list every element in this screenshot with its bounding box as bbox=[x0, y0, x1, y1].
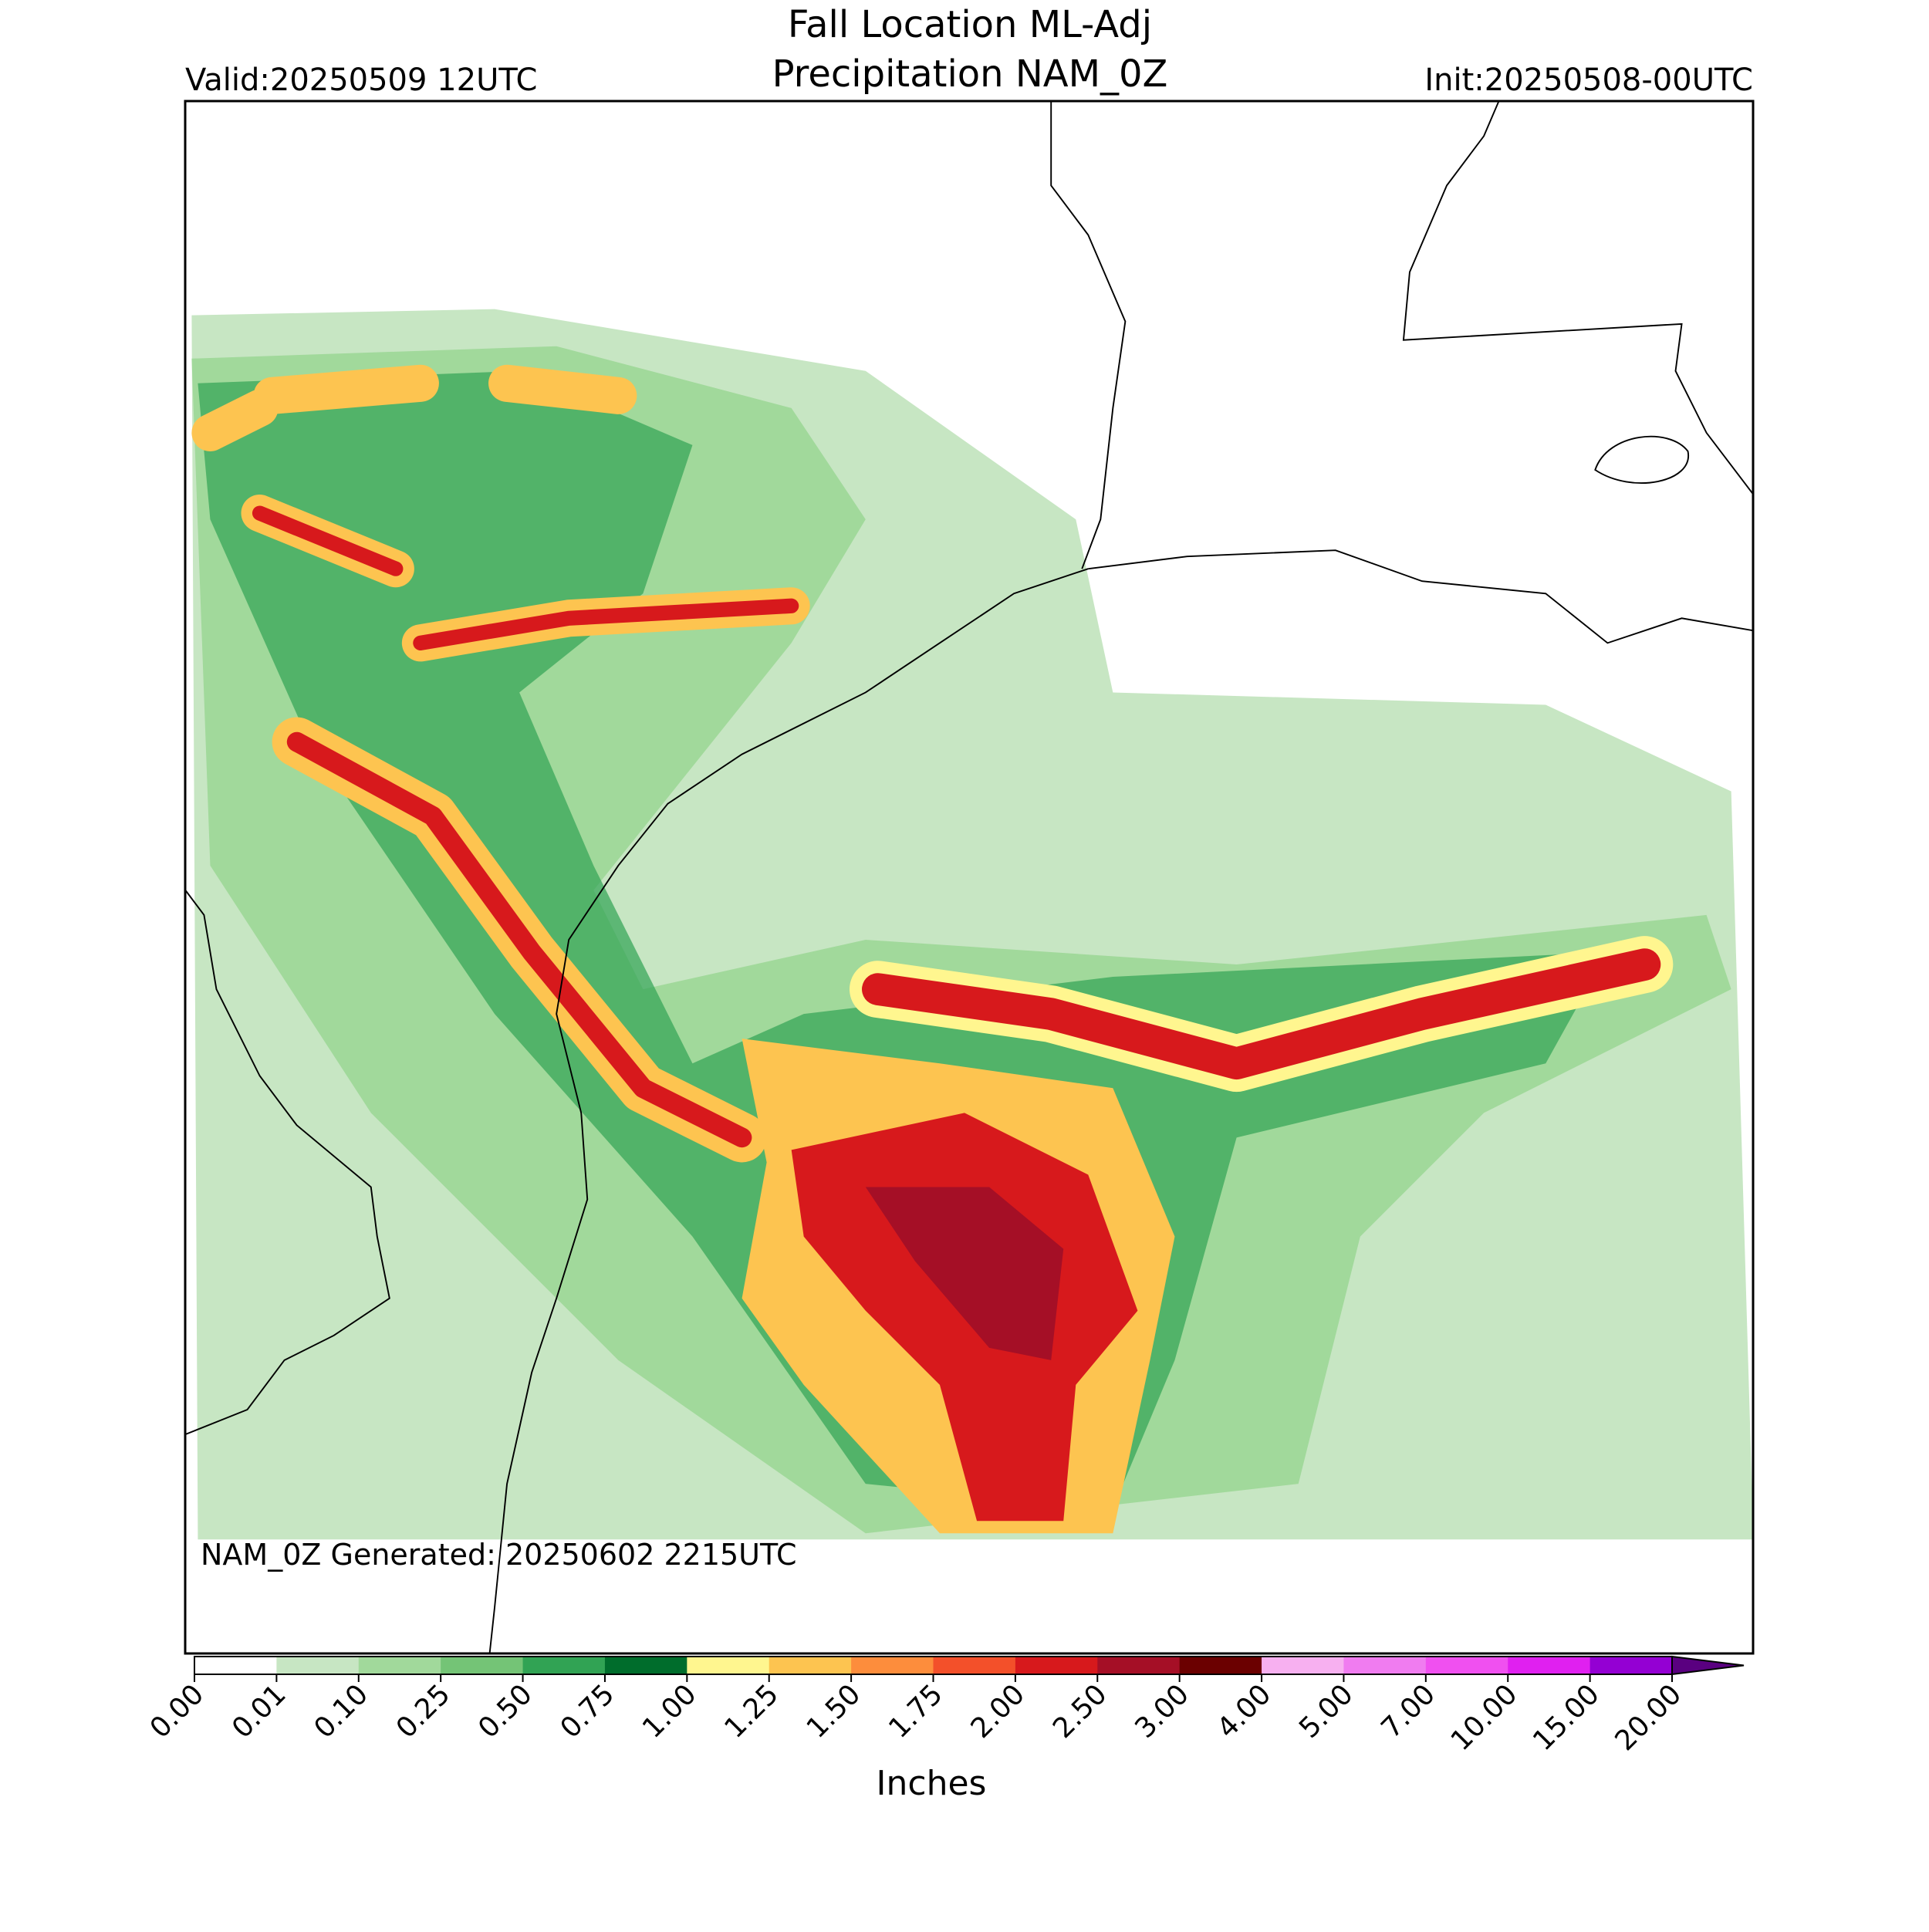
colorbar-tick-label: 20.00 bbox=[1609, 1678, 1687, 1757]
coastline bbox=[488, 568, 1089, 1653]
map bbox=[185, 101, 1754, 1653]
colorbar-tick-label: 1.00 bbox=[637, 1678, 703, 1745]
colorbar-segment bbox=[441, 1657, 524, 1674]
precip-band bbox=[252, 505, 799, 650]
colorbar-segment bbox=[1508, 1657, 1591, 1674]
colorbar-tick-label: 4.00 bbox=[1211, 1678, 1278, 1745]
colorbar-segment bbox=[851, 1657, 934, 1674]
colorbar-tick-label: 0.00 bbox=[144, 1678, 211, 1745]
colorbar-segment bbox=[1343, 1657, 1427, 1674]
colorbar-tick-label: 5.00 bbox=[1293, 1678, 1360, 1745]
colorbar-tick-label: 2.00 bbox=[965, 1678, 1032, 1745]
colorbar: 0.00 0.01 0.10 0.25 0.50 0.75 1.00 1.25 1.50 1.75… bbox=[144, 1655, 1745, 1757]
colorbar-extension bbox=[1671, 1655, 1745, 1676]
colorbar-tick-label: 10.00 bbox=[1445, 1678, 1524, 1757]
lake bbox=[1594, 435, 1689, 484]
colorbar-tick-label: 0.25 bbox=[390, 1678, 457, 1745]
colorbar-segment bbox=[522, 1657, 606, 1674]
colorbar-segment bbox=[1589, 1657, 1673, 1674]
title: Fall Location ML-Adj bbox=[788, 3, 1152, 46]
colorbar-tick-label: 1.25 bbox=[718, 1678, 785, 1745]
coastline bbox=[1088, 549, 1754, 644]
generated-note: NAM_0Z Generated: 20250602 2215UTC bbox=[201, 1538, 797, 1572]
precip-field bbox=[198, 370, 1608, 1509]
colorbar-tick-label: 1.75 bbox=[883, 1678, 949, 1745]
colorbar-segment bbox=[687, 1657, 770, 1674]
colorbar-tick-label: 15.00 bbox=[1527, 1678, 1606, 1757]
colorbar-segment bbox=[933, 1657, 1016, 1674]
colorbar-segment bbox=[358, 1657, 441, 1674]
colorbar-segment bbox=[194, 1657, 277, 1674]
init-time: Init:20250508-00UTC bbox=[1424, 62, 1753, 98]
valid-time: Valid:20250509 12UTC bbox=[185, 62, 537, 98]
colorbar-segment bbox=[1262, 1657, 1344, 1674]
precip-band bbox=[862, 948, 1661, 1080]
colorbar-tick-label: 1.50 bbox=[801, 1678, 867, 1745]
colorbar-tick-label: 0.75 bbox=[555, 1678, 621, 1745]
country-border bbox=[185, 890, 390, 1435]
subtitle: Precipitation NAM_0Z bbox=[772, 52, 1168, 96]
precip-core bbox=[865, 1187, 1064, 1360]
colorbar-tick-label: 0.01 bbox=[226, 1678, 292, 1745]
state-border bbox=[1402, 101, 1754, 495]
colorbar-segment bbox=[1425, 1657, 1508, 1674]
colorbar-label: Inches bbox=[877, 1764, 987, 1803]
state-border bbox=[1050, 101, 1127, 569]
colorbar-segment bbox=[1097, 1657, 1181, 1674]
precip-band bbox=[286, 731, 752, 1148]
colorbar-tick-label: 2.50 bbox=[1047, 1678, 1113, 1745]
colorbar-segment bbox=[769, 1657, 852, 1674]
map-frame bbox=[184, 100, 1755, 1655]
colorbar-tick-label: 0.10 bbox=[308, 1678, 374, 1745]
colorbar-segment bbox=[604, 1657, 687, 1674]
colorbar-tick-label: 7.00 bbox=[1376, 1678, 1442, 1745]
colorbar-segment bbox=[276, 1657, 360, 1674]
colorbar-segment bbox=[1015, 1657, 1098, 1674]
colorbar-tick-label: 0.50 bbox=[472, 1678, 539, 1745]
colorbar-segment bbox=[1179, 1657, 1262, 1674]
colorbar-tick-label: 3.00 bbox=[1129, 1678, 1195, 1745]
